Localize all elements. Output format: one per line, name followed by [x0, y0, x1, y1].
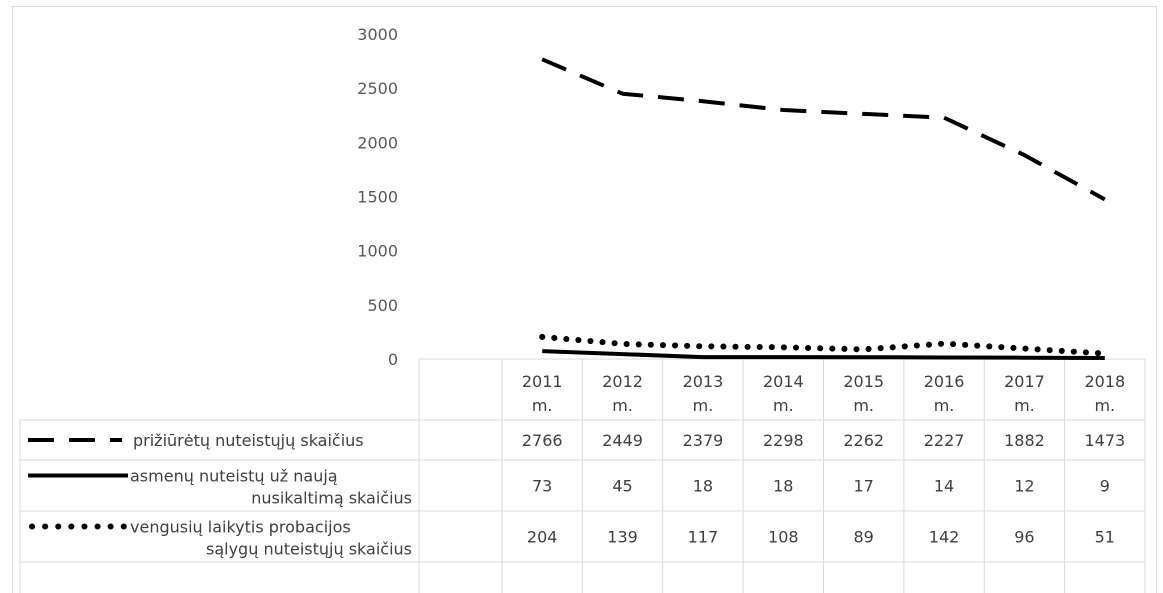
data-value: 139 [607, 528, 638, 547]
legend-label: asmenų nuteistų už naują [130, 467, 338, 486]
category-label: 2015 [843, 372, 884, 391]
data-value: 2262 [843, 431, 884, 450]
data-value: 89 [854, 528, 874, 547]
category-label: m. [1094, 396, 1115, 415]
chart-frame [12, 6, 1157, 593]
data-value: 142 [929, 528, 960, 547]
series-line-2 [542, 349, 1105, 360]
legend-label: vengusių laikytis probacijos [130, 518, 351, 537]
data-value: 51 [1095, 528, 1115, 547]
category-label: m. [773, 396, 794, 415]
data-value: 14 [934, 477, 954, 496]
data-value: 2449 [602, 431, 643, 450]
category-label: 2014 [763, 372, 804, 391]
data-value: 204 [527, 528, 558, 547]
data-value: 18 [773, 477, 793, 496]
series-line-1 [541, 57, 1106, 202]
category-label: 2013 [683, 372, 724, 391]
y-tick-label: 500 [367, 296, 398, 315]
data-value: 1473 [1084, 431, 1125, 450]
category-label: m. [1014, 396, 1035, 415]
category-label: m. [934, 396, 955, 415]
data-value: 1882 [1004, 431, 1045, 450]
data-value: 9 [1100, 477, 1110, 496]
data-value: 17 [854, 477, 874, 496]
legend-label: prižiūrėtų nuteistųjų skaičius [133, 431, 364, 450]
category-label: 2016 [924, 372, 965, 391]
data-value: 2379 [683, 431, 724, 450]
category-label: 2012 [602, 372, 643, 391]
y-tick-label: 1000 [357, 242, 398, 261]
data-value: 2766 [522, 431, 563, 450]
data-value: 2227 [924, 431, 965, 450]
category-label: 2017 [1004, 372, 1045, 391]
data-value: 73 [532, 477, 552, 496]
category-label: 2018 [1084, 372, 1125, 391]
data-value: 45 [612, 477, 632, 496]
legend-label: nusikaltimą skaičius [251, 489, 412, 508]
y-tick-label: 0 [388, 350, 398, 369]
data-value: 108 [768, 528, 799, 547]
category-label: m. [612, 396, 633, 415]
data-value: 2298 [763, 431, 804, 450]
data-value: 18 [693, 477, 713, 496]
category-label: m. [853, 396, 874, 415]
category-label: 2011 [522, 372, 563, 391]
category-label: m. [693, 396, 714, 415]
y-tick-label: 1500 [357, 188, 398, 207]
y-tick-label: 2500 [357, 79, 398, 98]
data-value: 12 [1014, 477, 1034, 496]
y-tick-label: 3000 [357, 25, 398, 44]
series-line-3 [539, 333, 1108, 357]
data-value: 117 [688, 528, 719, 547]
legend-label: sąlygų nuteistųjų skaičius [206, 540, 412, 559]
category-label: m. [532, 396, 553, 415]
data-value: 96 [1014, 528, 1034, 547]
y-tick-label: 2000 [357, 133, 398, 152]
